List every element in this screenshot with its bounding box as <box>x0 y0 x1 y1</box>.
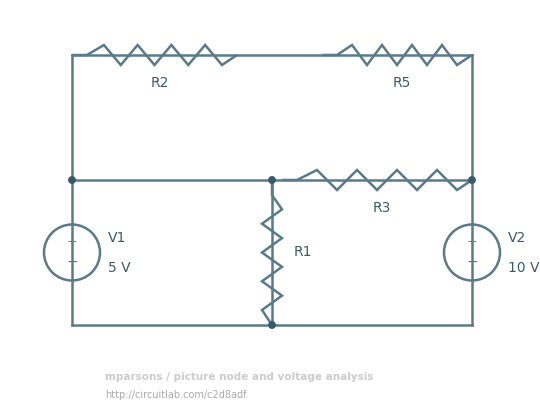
Text: http://circuitlab.com/c2d8adf: http://circuitlab.com/c2d8adf <box>105 390 247 400</box>
Text: R3: R3 <box>373 201 391 215</box>
Text: V1: V1 <box>108 230 126 245</box>
Text: mparsons / picture node and voltage analysis: mparsons / picture node and voltage anal… <box>105 372 374 382</box>
Text: −: − <box>66 254 78 269</box>
Circle shape <box>269 322 275 328</box>
Text: 10 V: 10 V <box>508 260 539 275</box>
Text: 5 V: 5 V <box>108 260 131 275</box>
Text: R1: R1 <box>294 245 313 260</box>
Text: R5: R5 <box>393 76 411 90</box>
Circle shape <box>69 177 75 183</box>
Text: +: + <box>467 235 477 248</box>
Text: R2: R2 <box>150 76 168 90</box>
Circle shape <box>469 177 475 183</box>
Text: V2: V2 <box>508 230 526 245</box>
Text: −: − <box>466 254 478 269</box>
Text: CIRCUIT: CIRCUIT <box>3 372 52 382</box>
Text: –Μ–⸵–LAB: –Μ–⸵–LAB <box>3 390 46 399</box>
Text: +: + <box>66 235 77 248</box>
Circle shape <box>269 177 275 183</box>
